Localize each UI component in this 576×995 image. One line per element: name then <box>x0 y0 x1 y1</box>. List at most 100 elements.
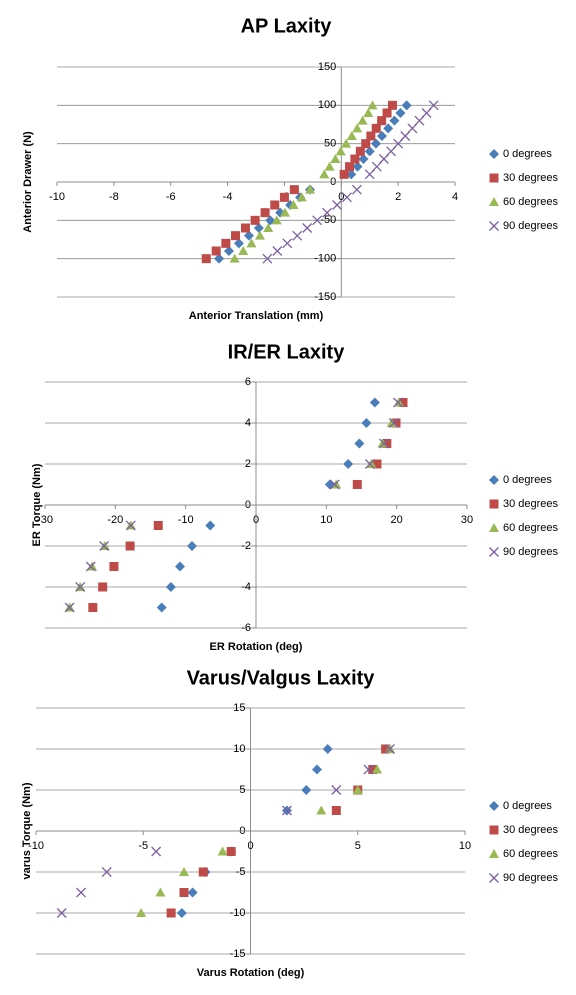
marker-triangle <box>489 849 499 858</box>
marker-x <box>489 873 499 883</box>
marker-square <box>166 908 176 918</box>
marker-x <box>292 230 303 241</box>
y-tick-label: -150 <box>314 291 336 303</box>
marker-diamond <box>489 475 499 485</box>
x-tick-label: 0 <box>338 191 344 203</box>
x-tick-label: -8 <box>109 191 119 203</box>
marker-square <box>371 123 381 133</box>
legend-label: 0 degrees <box>503 800 552 812</box>
legend-label: 30 degrees <box>503 172 559 184</box>
marker-diamond <box>187 887 198 898</box>
marker-square <box>372 459 382 469</box>
marker-diamond <box>176 908 187 918</box>
y-tick-label: 4 <box>245 417 251 429</box>
marker-diamond <box>214 253 225 264</box>
marker-triangle <box>271 215 282 225</box>
marker-triangle <box>217 846 228 856</box>
marker-square <box>270 200 280 210</box>
y-tick-label: 150 <box>318 61 336 73</box>
marker-square <box>279 192 289 202</box>
chart-title: AP Laxity <box>241 15 333 37</box>
marker-square <box>260 208 270 218</box>
marker-square <box>366 131 376 141</box>
marker-x <box>342 192 352 203</box>
x-axis-title: Anterior Translation (mm) <box>189 310 324 322</box>
marker-triangle <box>305 184 316 194</box>
legend-label: 30 degrees <box>503 824 559 836</box>
marker-x <box>302 223 313 233</box>
marker-triangle <box>246 238 257 248</box>
y-tick-label: -10 <box>230 907 246 919</box>
y-tick-label: -6 <box>241 622 251 634</box>
marker-x <box>379 438 389 449</box>
marker-diamond <box>346 169 357 180</box>
marker-diamond <box>370 138 381 149</box>
x-tick-label: -6 <box>166 191 176 203</box>
legend-label: 90 degrees <box>503 872 559 884</box>
marker-triangle <box>489 523 499 532</box>
marker-x <box>364 459 375 469</box>
marker-diamond <box>311 764 322 775</box>
legend-label: 60 degrees <box>503 522 559 534</box>
x-tick-label: -5 <box>138 840 148 852</box>
marker-diamond <box>489 801 499 811</box>
x-tick-label: 2 <box>395 191 401 203</box>
marker-x <box>384 744 395 754</box>
y-tick-label: 5 <box>239 784 245 796</box>
marker-square <box>331 806 341 815</box>
marker-square <box>339 169 349 179</box>
x-axis-title: ER Rotation (deg) <box>210 641 303 653</box>
marker-triangle <box>386 418 397 427</box>
marker-triangle <box>263 223 274 232</box>
y-axis-title: Anterior Drawer (N) <box>22 131 34 233</box>
marker-square <box>201 254 211 264</box>
marker-triangle <box>346 131 357 140</box>
marker-square <box>382 108 392 118</box>
marker-x <box>351 184 362 195</box>
marker-square <box>489 825 499 835</box>
x-tick-label: 4 <box>452 191 458 203</box>
marker-triangle <box>288 200 299 209</box>
marker-diamond <box>358 154 369 164</box>
marker-x <box>99 541 110 551</box>
marker-triangle <box>254 230 265 240</box>
legend-label: 60 degrees <box>503 848 559 860</box>
marker-x <box>151 846 162 857</box>
marker-diamond <box>223 246 234 256</box>
marker-x <box>101 867 112 877</box>
marker-square <box>179 888 189 897</box>
marker-triangle <box>335 146 346 156</box>
y-tick-label: -4 <box>241 581 251 593</box>
marker-square <box>125 541 135 551</box>
marker-diamond <box>186 541 197 551</box>
x-axis-title: Varus Rotation (deg) <box>197 967 305 979</box>
y-tick-label: 50 <box>324 138 336 150</box>
legend-label: 90 degrees <box>503 220 559 232</box>
x-tick-label: 10 <box>320 514 332 526</box>
marker-x <box>75 582 86 592</box>
marker-x <box>282 805 292 816</box>
marker-diamond <box>369 397 380 408</box>
marker-x <box>85 561 96 572</box>
x-tick-label: 10 <box>459 840 471 852</box>
x-tick-label: 0 <box>253 514 259 526</box>
marker-x <box>56 908 67 918</box>
y-tick-label: 15 <box>233 702 245 714</box>
y-tick-label: -2 <box>241 540 251 552</box>
marker-triangle <box>179 867 190 876</box>
marker-diamond <box>364 146 375 157</box>
chart-title: Varus/Valgus Laxity <box>187 667 376 689</box>
marker-square <box>240 223 250 233</box>
marker-diamond <box>253 223 264 233</box>
marker-square <box>345 162 355 172</box>
marker-square <box>391 418 401 428</box>
marker-diamond <box>165 582 176 592</box>
x-tick-label: -10 <box>28 840 44 852</box>
marker-square <box>98 582 108 592</box>
marker-square <box>398 398 408 407</box>
marker-diamond <box>205 520 216 531</box>
marker-diamond <box>401 100 412 111</box>
marker-square <box>489 173 499 183</box>
marker-diamond <box>489 149 499 159</box>
marker-square <box>153 521 163 530</box>
